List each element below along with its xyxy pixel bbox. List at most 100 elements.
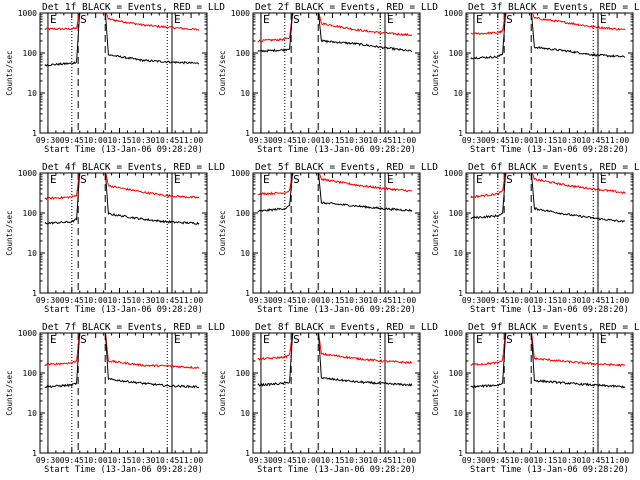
- y-axis-label: Counts/sec: [5, 370, 14, 415]
- x-tick-label: 10:45: [155, 296, 179, 305]
- x-tick-label: 10:30: [344, 296, 368, 305]
- x-tick-label: 10:15: [320, 456, 344, 465]
- chart-title: Det 7f BLACK = Events, RED = LLD: [42, 322, 225, 333]
- x-tick-label: 09:45: [486, 456, 510, 465]
- x-tick-label: 09:45: [486, 136, 510, 145]
- x-tick-label: 09:45: [486, 296, 510, 305]
- y-tick-label: 100: [449, 369, 464, 378]
- events-series-line: [257, 173, 413, 213]
- x-tick-label: 10:15: [533, 136, 557, 145]
- y-tick-label: 100: [23, 369, 38, 378]
- x-tick-label: 10:00: [297, 136, 321, 145]
- x-tick-label: 10:00: [84, 456, 108, 465]
- marker-label: E: [50, 13, 57, 26]
- y-axis-label: Counts/sec: [431, 50, 440, 95]
- y-tick-label: 10: [27, 409, 37, 418]
- x-tick-label: 10:30: [557, 296, 581, 305]
- y-tick-label: 10: [240, 89, 250, 98]
- x-tick-label: 10:45: [368, 456, 392, 465]
- marker-label: E: [263, 13, 270, 26]
- y-tick-label: 1: [245, 449, 250, 458]
- x-tick-label: 10:00: [297, 456, 321, 465]
- panel-det-2: Det 2f BLACK = Events, RED = LLD Counts/s…: [218, 2, 438, 155]
- x-tick-label: 09:30: [249, 296, 273, 305]
- x-axis-label: Start Time (13-Jan-06 09:28:20): [44, 465, 203, 475]
- plot-frame: [465, 172, 634, 294]
- y-axis-label: Counts/sec: [218, 210, 227, 255]
- y-tick-label: 10: [27, 89, 37, 98]
- panel-det-3: Det 3f BLACK = Events, RED = LLD Counts/s…: [431, 2, 640, 155]
- events-series-line: [470, 13, 626, 60]
- marker-label: E: [263, 173, 270, 186]
- events-series-line: [44, 173, 200, 225]
- marker-label: E: [174, 333, 181, 346]
- y-axis-label: Counts/sec: [5, 50, 14, 95]
- x-tick-label: 09:45: [273, 456, 297, 465]
- x-tick-label: 10:15: [107, 456, 131, 465]
- y-tick-label: 100: [449, 209, 464, 218]
- plot-frame: [39, 172, 208, 294]
- panel-det-8: Det 8f BLACK = Events, RED = LLD Counts/s…: [218, 322, 438, 475]
- chart-title: Det 8f BLACK = Events, RED = LLD: [255, 322, 438, 333]
- x-tick-label: 10:00: [510, 296, 534, 305]
- x-tick-label: 10:30: [131, 296, 155, 305]
- panel-det-7: Det 7f BLACK = Events, RED = LLD Counts/s…: [5, 322, 225, 475]
- y-tick-label: 100: [236, 369, 251, 378]
- plot-frame: [252, 12, 421, 134]
- x-tick-label: 10:15: [107, 296, 131, 305]
- x-tick-label: 10:30: [344, 456, 368, 465]
- events-series-line: [44, 333, 200, 389]
- chart-title: Det 1f BLACK = Events, RED = LLD: [42, 2, 225, 13]
- x-tick-label: 10:00: [84, 136, 108, 145]
- x-tick-label: 10:45: [581, 136, 605, 145]
- panel-det-9: Det 9f BLACK = Events, RED = LLD Counts/s…: [431, 322, 640, 475]
- marker-label: E: [387, 13, 394, 26]
- y-tick-label: 100: [449, 49, 464, 58]
- y-tick-label: 1: [458, 289, 463, 298]
- y-tick-label: 1000: [444, 9, 463, 18]
- x-axis-label: Start Time (13-Jan-06 09:28:20): [257, 145, 416, 155]
- marker-label: S: [80, 173, 87, 186]
- panel-det-5: Det 5f BLACK = Events, RED = LLD Counts/s…: [218, 162, 438, 315]
- x-tick-label: 10:15: [533, 296, 557, 305]
- x-axis-label: Start Time (13-Jan-06 09:28:20): [470, 465, 629, 475]
- lld-series-line: [470, 333, 626, 368]
- x-tick-label: 09:30: [36, 136, 60, 145]
- x-tick-label: 09:45: [60, 136, 84, 145]
- marker-label: E: [476, 333, 483, 346]
- chart-title: Det 4f BLACK = Events, RED = LLD: [42, 162, 225, 173]
- y-axis-label: Counts/sec: [218, 50, 227, 95]
- x-tick-label: 10:15: [320, 136, 344, 145]
- y-tick-label: 1: [32, 129, 37, 138]
- plot-frame: [465, 12, 634, 134]
- y-tick-label: 10: [453, 249, 463, 258]
- x-tick-label: 11:00: [605, 136, 629, 145]
- x-tick-label: 10:00: [510, 136, 534, 145]
- x-tick-label: 10:30: [557, 136, 581, 145]
- x-tick-label: 11:00: [392, 136, 416, 145]
- marker-label: E: [476, 173, 483, 186]
- x-tick-label: 10:45: [581, 456, 605, 465]
- x-tick-label: 09:45: [273, 296, 297, 305]
- marker-label: E: [50, 173, 57, 186]
- plot-frame: [252, 172, 421, 294]
- lld-series-line: [257, 173, 413, 196]
- y-tick-label: 1000: [231, 329, 250, 338]
- lld-series-line: [44, 173, 200, 201]
- chart-title: Det 2f BLACK = Events, RED = LLD: [255, 2, 438, 13]
- x-tick-label: 09:30: [462, 296, 486, 305]
- marker-label: E: [476, 13, 483, 26]
- chart-title: Det 5f BLACK = Events, RED = LLD: [255, 162, 438, 173]
- marker-label: S: [506, 333, 513, 346]
- y-tick-label: 1000: [444, 169, 463, 178]
- marker-label: S: [506, 173, 513, 186]
- x-tick-label: 09:45: [273, 136, 297, 145]
- y-tick-label: 100: [236, 209, 251, 218]
- marker-label: E: [50, 333, 57, 346]
- x-tick-label: 10:00: [84, 296, 108, 305]
- y-tick-label: 1000: [444, 329, 463, 338]
- x-tick-label: 10:30: [557, 456, 581, 465]
- x-tick-label: 10:30: [344, 136, 368, 145]
- y-axis-label: Counts/sec: [218, 370, 227, 415]
- chart-title: Det 6f BLACK = Events, RED = LLD: [468, 162, 640, 173]
